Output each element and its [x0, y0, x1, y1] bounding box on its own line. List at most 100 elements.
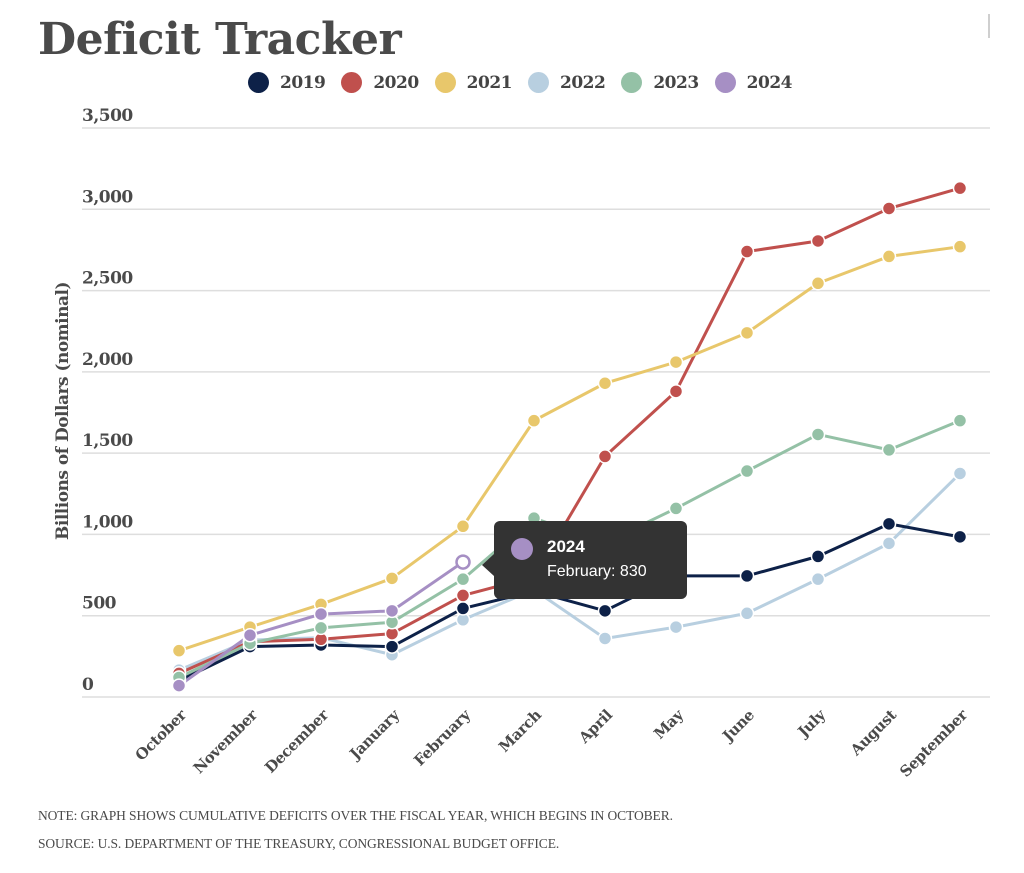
chart-source: SOURCE: U.S. DEPARTMENT OF THE TREASURY,… — [38, 836, 560, 851]
series-line-2021 — [178, 245, 961, 653]
y-tick-label: 500 — [82, 594, 117, 614]
chart-note: NOTE: GRAPH SHOWS CUMULATIVE DEFICITS OV… — [38, 808, 673, 823]
x-tick-label: November — [190, 705, 262, 777]
x-tick-label: April — [575, 706, 617, 748]
data-point-2022[interactable] — [597, 631, 613, 646]
data-point-2020[interactable] — [668, 384, 684, 399]
y-tick-label: 3,000 — [82, 187, 133, 207]
legend-dot-icon — [434, 72, 456, 93]
x-tick-label: September — [896, 705, 972, 781]
legend-dot-icon — [714, 72, 736, 93]
legend-label: 2021 — [466, 72, 513, 93]
data-point-2020[interactable] — [952, 180, 968, 196]
data-point-2020[interactable] — [739, 244, 755, 259]
legend-dot-icon — [341, 72, 363, 93]
data-point-2023[interactable] — [952, 413, 968, 428]
data-point-2020[interactable] — [455, 588, 471, 603]
data-point-2024-highlighted[interactable] — [455, 554, 471, 570]
tooltip-series-dot-icon — [511, 538, 533, 560]
y-tick-label: 1,500 — [82, 431, 133, 451]
data-point-2021[interactable] — [171, 643, 187, 658]
legend-label: 2024 — [746, 72, 793, 93]
legend-label: 2019 — [280, 72, 326, 93]
x-tick-label: January — [345, 705, 404, 764]
legend-dot-icon — [248, 72, 270, 93]
legend-item-2023[interactable]: 2023 — [621, 72, 699, 93]
legend-dot-icon — [621, 72, 643, 93]
data-point-2021[interactable] — [810, 276, 826, 291]
chart-tooltip: 2024 February: 830 — [482, 521, 687, 599]
legend-dot-icon — [528, 72, 549, 93]
data-point-2021[interactable] — [881, 249, 897, 264]
y-tick-label: 2,000 — [82, 350, 133, 370]
legend-label: 2023 — [653, 72, 699, 93]
x-tick-label: December — [261, 705, 333, 777]
chart-legend: 2019 2020 2021 2022 2023 2024 — [0, 72, 1024, 93]
data-point-2019[interactable] — [952, 529, 968, 545]
data-point-2024[interactable] — [384, 603, 400, 619]
scrollbar[interactable] — [988, 14, 990, 38]
x-tick-label: March — [495, 706, 545, 756]
data-point-2022[interactable] — [952, 466, 968, 481]
data-point-2020[interactable] — [597, 449, 613, 464]
data-point-2021[interactable] — [668, 354, 684, 370]
data-point-2023[interactable] — [455, 571, 471, 587]
data-point-2019[interactable] — [597, 603, 613, 619]
data-point-2020[interactable] — [881, 201, 897, 216]
data-point-2024[interactable] — [313, 606, 329, 622]
data-point-2022[interactable] — [668, 619, 684, 635]
gridlines — [82, 127, 990, 698]
series-line-2022 — [178, 472, 962, 672]
legend-label: 2022 — [560, 72, 606, 93]
legend-label: 2020 — [373, 72, 419, 93]
y-tick-label: 1,000 — [82, 512, 133, 532]
data-point-2020[interactable] — [810, 233, 826, 249]
tooltip-series-label: 2024 — [547, 537, 585, 556]
data-point-2023[interactable] — [668, 501, 684, 516]
data-point-2019[interactable] — [739, 568, 755, 584]
data-point-2021[interactable] — [384, 571, 400, 586]
series-line-2020 — [178, 186, 961, 675]
data-point-2022[interactable] — [739, 606, 755, 621]
legend-item-2019[interactable]: 2019 — [248, 72, 326, 93]
series-line-2019 — [178, 522, 961, 683]
y-axis-label: Billions of Dollars (nominal) — [53, 282, 73, 540]
data-point-2023[interactable] — [881, 442, 897, 458]
y-tick-label: 2,500 — [82, 269, 133, 289]
x-tick-label: July — [793, 705, 830, 742]
legend-item-2020[interactable]: 2020 — [341, 72, 419, 93]
data-point-2021[interactable] — [739, 325, 755, 341]
legend-item-2022[interactable]: 2022 — [528, 72, 606, 93]
data-point-2022[interactable] — [810, 571, 826, 587]
legend-item-2021[interactable]: 2021 — [434, 72, 513, 93]
x-tick-label: June — [718, 706, 758, 746]
data-point-2021[interactable] — [526, 413, 542, 428]
data-point-2019[interactable] — [384, 639, 400, 654]
tooltip-value: February: 830 — [547, 563, 647, 580]
x-tick-label: October — [132, 705, 191, 764]
data-point-2024[interactable] — [242, 627, 258, 643]
data-point-2023[interactable] — [739, 463, 755, 479]
x-tick-label: May — [650, 705, 688, 743]
legend-item-2024[interactable]: 2024 — [714, 72, 793, 93]
data-point-2023[interactable] — [810, 427, 826, 442]
y-tick-label: 0 — [82, 675, 94, 695]
y-tick-label: 3,500 — [82, 106, 133, 126]
x-tick-label: February — [410, 705, 475, 770]
y-axis-ticks: 0 500 1,000 1,500 2,000 2,500 3,000 3,500 — [82, 106, 134, 695]
data-point-2023[interactable] — [313, 620, 329, 636]
x-tick-label: August — [846, 706, 900, 760]
page-title: Deficit Tracker — [38, 14, 402, 65]
series-lines — [178, 186, 962, 687]
x-axis-ticks: October November December January February Ma… — [132, 705, 972, 781]
data-point-2024[interactable] — [171, 678, 187, 693]
data-point-2021[interactable] — [455, 519, 471, 534]
data-point-2021[interactable] — [952, 239, 968, 254]
data-point-2019[interactable] — [810, 549, 826, 564]
data-point-2021[interactable] — [597, 375, 613, 391]
data-point-2019[interactable] — [881, 516, 897, 532]
data-point-2019[interactable] — [455, 601, 471, 616]
series-points — [171, 180, 968, 693]
data-point-2022[interactable] — [881, 536, 897, 551]
